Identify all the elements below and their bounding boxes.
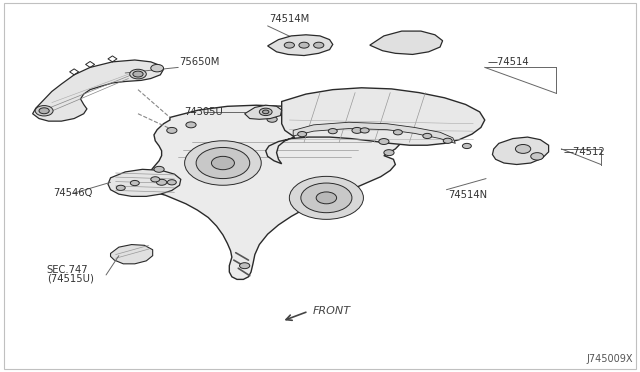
Circle shape — [379, 138, 389, 144]
Text: J745009X: J745009X — [586, 355, 633, 365]
Circle shape — [284, 42, 294, 48]
Text: 74546Q: 74546Q — [53, 188, 92, 198]
Circle shape — [301, 183, 352, 213]
Circle shape — [423, 134, 432, 138]
Text: 75650M: 75650M — [179, 57, 220, 67]
Circle shape — [394, 130, 403, 135]
Circle shape — [267, 116, 277, 122]
Circle shape — [130, 69, 147, 79]
Circle shape — [116, 185, 125, 190]
Polygon shape — [33, 60, 164, 121]
Circle shape — [352, 128, 362, 134]
Polygon shape — [111, 244, 153, 264]
Circle shape — [184, 141, 261, 185]
Circle shape — [360, 128, 369, 133]
Circle shape — [196, 147, 250, 179]
Circle shape — [131, 180, 140, 186]
Circle shape — [151, 64, 164, 72]
Circle shape — [262, 110, 269, 114]
Circle shape — [211, 156, 234, 170]
Text: SEC.747: SEC.747 — [47, 266, 88, 276]
Circle shape — [299, 42, 309, 48]
Circle shape — [35, 106, 53, 116]
Polygon shape — [492, 137, 548, 164]
Circle shape — [239, 263, 250, 269]
Polygon shape — [370, 31, 443, 54]
Circle shape — [314, 42, 324, 48]
Circle shape — [531, 153, 543, 160]
Circle shape — [39, 108, 49, 114]
Polygon shape — [108, 169, 180, 196]
Circle shape — [168, 180, 176, 185]
Circle shape — [167, 128, 177, 134]
Polygon shape — [244, 105, 282, 119]
Text: 74514N: 74514N — [448, 190, 487, 201]
Circle shape — [186, 122, 196, 128]
Text: (74515U): (74515U) — [47, 274, 93, 284]
Circle shape — [157, 179, 167, 185]
Circle shape — [328, 129, 337, 134]
Text: —74514: —74514 — [487, 57, 529, 67]
Polygon shape — [266, 88, 484, 164]
Text: 74305U: 74305U — [184, 107, 223, 117]
Polygon shape — [147, 105, 403, 279]
Polygon shape — [268, 35, 333, 55]
Text: 74514M: 74514M — [269, 14, 309, 24]
Circle shape — [316, 192, 337, 204]
Circle shape — [384, 150, 394, 155]
Circle shape — [298, 132, 307, 137]
Circle shape — [259, 108, 272, 116]
Circle shape — [151, 177, 160, 182]
Circle shape — [154, 166, 164, 172]
Circle shape — [463, 143, 471, 148]
Polygon shape — [293, 122, 456, 143]
Circle shape — [289, 176, 364, 219]
Circle shape — [133, 71, 143, 77]
Text: —74512: —74512 — [564, 147, 605, 157]
Text: FRONT: FRONT — [312, 306, 350, 316]
Circle shape — [444, 138, 452, 143]
Circle shape — [515, 144, 531, 153]
